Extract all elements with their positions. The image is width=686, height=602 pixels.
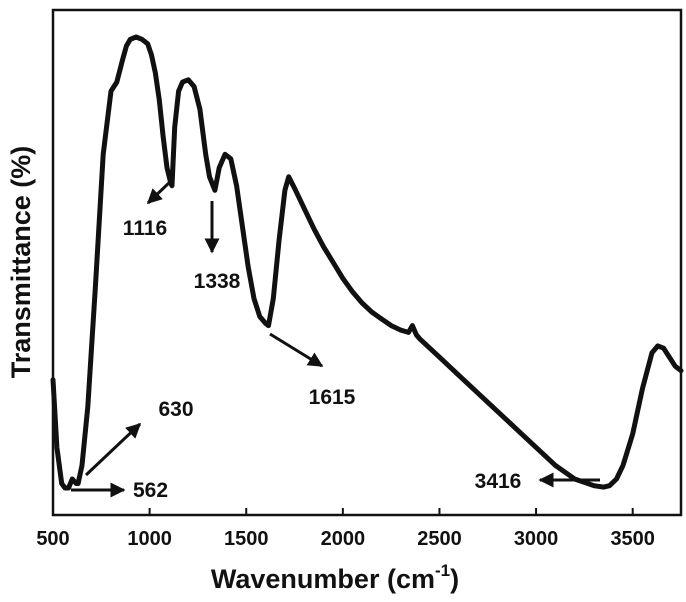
x-axis-title: Wavenumber (cm-1) bbox=[211, 561, 459, 594]
x-tick-label-1000: 1000 bbox=[127, 528, 172, 550]
x-axis-ticks bbox=[52, 508, 634, 515]
x-tick-label-2000: 2000 bbox=[321, 528, 366, 550]
annotation-label-562: 562 bbox=[133, 479, 168, 502]
plot-frame bbox=[51, 8, 683, 517]
x-tick-label-1500: 1500 bbox=[224, 528, 269, 550]
annotation-arrow-1615 bbox=[269, 332, 324, 368]
annotation-arrow-1116 bbox=[146, 178, 174, 205]
annotation-label-1615: 1615 bbox=[309, 386, 356, 409]
x-tick-label-500: 500 bbox=[36, 528, 69, 550]
annotation-arrow-630 bbox=[84, 422, 142, 477]
annotation-label-3416: 3416 bbox=[475, 470, 522, 493]
annotation-label-1116: 1116 bbox=[123, 217, 167, 240]
y-axis-title: Transmittance (%) bbox=[6, 146, 36, 379]
x-axis-title-superscript: -1 bbox=[435, 561, 450, 580]
annotation-label-630: 630 bbox=[158, 398, 193, 421]
annotation-label-1338: 1338 bbox=[194, 270, 241, 293]
x-tick-label-3000: 3000 bbox=[514, 528, 559, 550]
transmittance-line bbox=[50, 34, 684, 491]
x-tick-label-2500: 2500 bbox=[417, 528, 462, 550]
x-axis-tick-labels: 500 1000 1500 2000 2500 3000 3500 bbox=[36, 528, 655, 550]
x-tick-label-3500: 3500 bbox=[610, 528, 655, 550]
peak-annotations: 1116 1338 1615 630 562 3416 bbox=[71, 178, 600, 502]
